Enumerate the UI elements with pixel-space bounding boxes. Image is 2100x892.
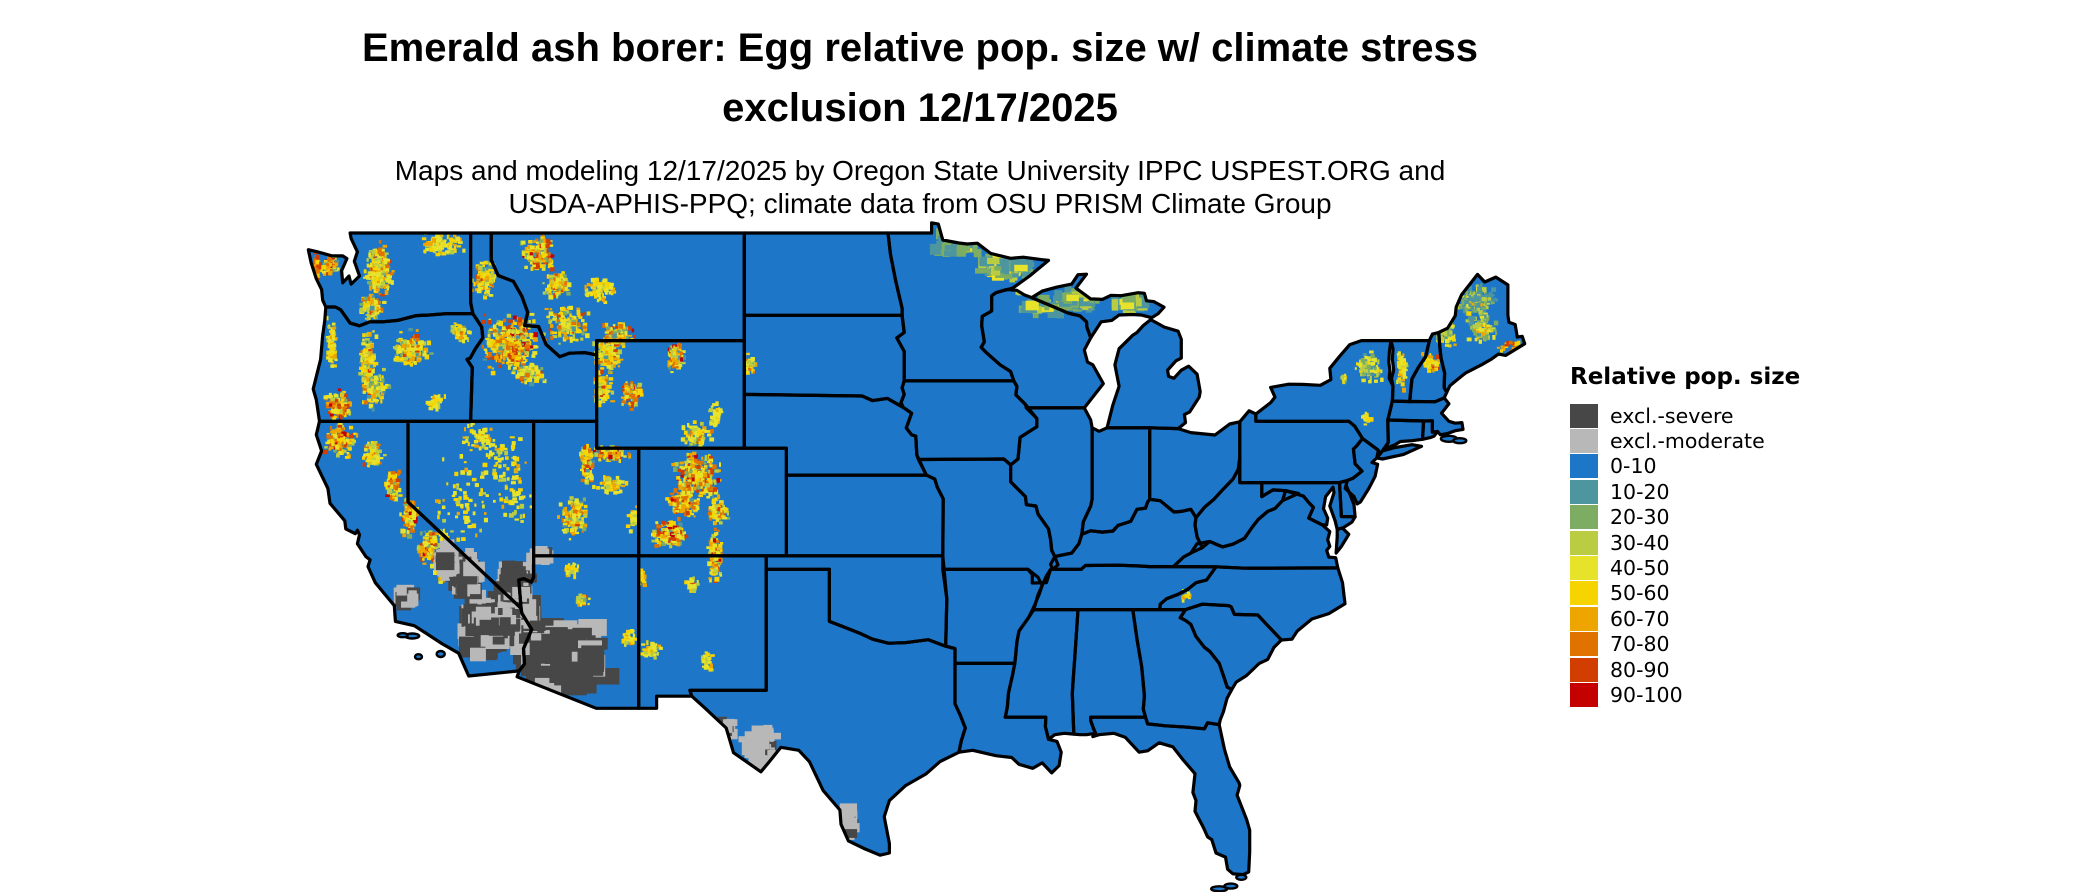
legend-item-label: 0-10	[1610, 454, 1657, 479]
legend-item: 0-10	[1570, 454, 1800, 479]
state-nj	[1345, 438, 1379, 504]
state-ne	[744, 394, 927, 476]
title-block: Emerald ash borer: Egg relative pop. siz…	[0, 18, 1840, 220]
state-li	[1376, 444, 1422, 459]
legend-rows: excl.-severe excl.-moderate 0-10 10-20 20-30…	[1570, 403, 1800, 708]
legend: Relative pop. size excl.-severe excl.-mod…	[1570, 364, 1800, 708]
legend-item-label: 50-60	[1610, 581, 1670, 606]
legend-item: 50-60	[1570, 581, 1800, 606]
legend-item: excl.-severe	[1570, 403, 1800, 428]
legend-item-label: 40-50	[1610, 556, 1670, 581]
legend-item-label: 30-40	[1610, 530, 1670, 555]
state-wi	[981, 289, 1104, 408]
state-ma	[1387, 397, 1463, 435]
legend-swatch-icon	[1570, 682, 1598, 707]
state-sc	[1180, 604, 1282, 690]
legend-swatch-icon	[1570, 556, 1598, 581]
state-ia	[901, 380, 1037, 465]
state-sd	[744, 315, 905, 408]
state-ga	[1132, 609, 1232, 729]
legend-swatch-icon	[1570, 606, 1598, 631]
map-subtitle-line2: USDA-APHIS-PPQ; climate data from OSU PR…	[508, 188, 1332, 219]
legend-item: 10-20	[1570, 479, 1800, 504]
map-title-line2: exclusion 12/17/2025	[722, 86, 1118, 130]
state-ny	[1255, 340, 1393, 454]
state-wv	[1195, 457, 1299, 548]
state-il	[1010, 407, 1093, 557]
legend-item-label: 80-90	[1610, 657, 1670, 682]
legend-swatch-icon	[1570, 657, 1598, 682]
islands	[396, 434, 1468, 892]
legend-item: 40-50	[1570, 555, 1800, 581]
state-wy	[596, 340, 745, 449]
legend-item-label: excl.-severe	[1610, 403, 1734, 428]
legend-swatch-icon	[1570, 632, 1598, 657]
legend-item: 70-80	[1570, 632, 1800, 657]
legend-item-label: 20-30	[1610, 505, 1670, 530]
state-de	[1339, 480, 1356, 517]
state-tn	[1033, 565, 1216, 610]
legend-item: excl.-moderate	[1570, 428, 1800, 454]
state-ok	[766, 555, 947, 647]
state-mi	[1107, 319, 1201, 429]
legend-title: Relative pop. size	[1570, 364, 1801, 390]
map-title-line1: Emerald ash borer: Egg relative pop. siz…	[362, 26, 1478, 70]
legend-item: 20-30	[1570, 505, 1800, 530]
state-nm	[638, 555, 767, 709]
state-ct	[1384, 420, 1424, 449]
legend-swatch-icon	[1570, 429, 1598, 454]
state-al	[1072, 609, 1146, 735]
legend-swatch-icon	[1570, 403, 1598, 428]
state-mo	[918, 459, 1058, 583]
legend-item: 80-90	[1570, 657, 1800, 682]
legend-item: 60-70	[1570, 606, 1800, 631]
state-ind	[1081, 427, 1150, 535]
legend-item-label: 10-20	[1610, 479, 1670, 504]
state-nd	[744, 233, 903, 316]
state-va	[1173, 490, 1338, 569]
legend-swatch-icon	[1570, 530, 1598, 555]
state-tx	[689, 569, 966, 856]
state-ar	[942, 569, 1043, 664]
state-nc	[1159, 566, 1345, 640]
legend-item-label: excl.-moderate	[1610, 429, 1765, 454]
state-ms	[1005, 609, 1078, 740]
state-or	[313, 307, 483, 422]
legend-swatch-icon	[1570, 505, 1598, 530]
state-ks	[786, 475, 944, 556]
state-mt	[491, 233, 745, 357]
map-subtitle-line1: Maps and modeling 12/17/2025 by Oregon S…	[394, 155, 1446, 186]
state-ky	[1050, 499, 1203, 570]
state-fl	[1090, 717, 1250, 875]
legend-item-label: 70-80	[1610, 632, 1670, 657]
state-borders	[306, 221, 1527, 877]
legend-item-label: 60-70	[1610, 606, 1670, 631]
legend-item: 30-40	[1570, 530, 1800, 555]
legend-swatch-icon	[1570, 454, 1598, 479]
subtitle-block: Maps and modeling 12/17/2025 by Oregon S…	[0, 154, 1840, 220]
legend-swatch-icon	[1570, 581, 1598, 606]
raster-overlay	[312, 228, 1523, 840]
legend-swatch-icon	[1570, 479, 1598, 504]
legend-item: 90-100	[1570, 682, 1800, 707]
legend-item-label: 90-100	[1610, 682, 1683, 707]
state-pa	[1239, 410, 1363, 483]
